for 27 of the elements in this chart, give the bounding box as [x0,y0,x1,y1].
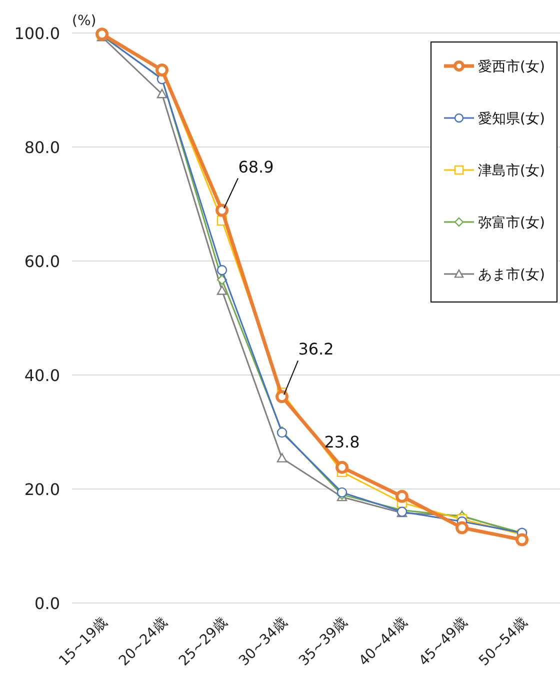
y-tick-label: 0.0 [34,594,60,613]
y-tick-label: 20.0 [24,480,60,499]
point [216,265,228,276]
legend-label: 弥富市(女) [478,215,545,231]
point [156,88,168,98]
point [456,521,468,534]
point [516,533,528,546]
point [336,460,348,474]
legend-label: 津島市(女) [478,163,545,179]
point [276,390,288,404]
y-axis-title: (%) [72,13,96,29]
point [216,204,228,217]
legend-label: 愛知県(女) [478,111,545,127]
point [336,487,348,498]
y-tick-label: 80.0 [24,138,60,157]
y-tick-label: 60.0 [24,252,60,271]
annotation: 23.8 [324,432,360,452]
point [216,274,228,285]
y-tick-label: 100.0 [14,24,60,43]
y-tick-label: 40.0 [24,366,60,385]
point [276,453,288,462]
point [396,490,408,503]
legend-label: あま市(女) [478,267,545,283]
legend-label: 愛西市(女) [478,59,545,75]
annotation: 36.2 [298,340,334,359]
point [216,286,228,295]
annotation: 68.9 [238,157,274,176]
